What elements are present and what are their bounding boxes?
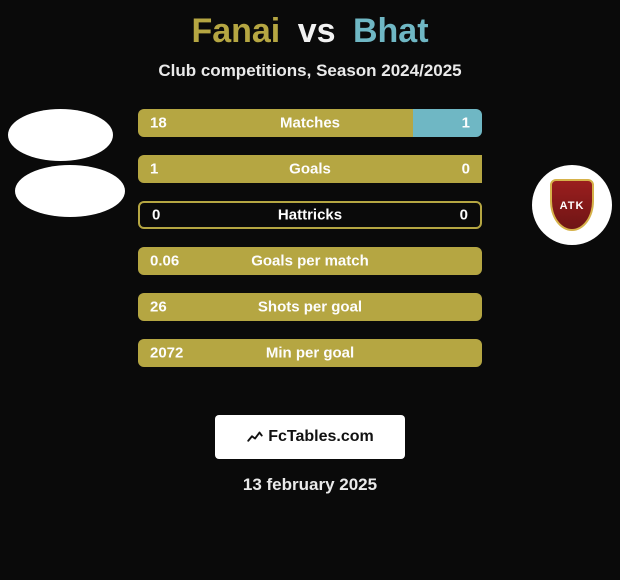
stat-label: Shots per goal: [258, 299, 362, 316]
stat-bars: 18 Matches 1 1 Goals 0 0 Hattricks 0 0.06 Goals pe…: [138, 109, 482, 385]
stat-right-value: 0: [462, 161, 470, 178]
stat-row: 0 Hattricks 0: [138, 201, 482, 229]
stat-left-value: 26: [150, 299, 167, 316]
stat-row: 1 Goals 0: [138, 155, 482, 183]
stat-label: Goals: [289, 161, 331, 178]
stat-label: Hattricks: [278, 207, 342, 224]
bar-segment-player1: [138, 109, 413, 137]
stat-label: Matches: [280, 115, 340, 132]
vs-text: vs: [298, 12, 336, 50]
player1-club-badge-2: [15, 165, 125, 217]
stat-row: 2072 Min per goal: [138, 339, 482, 367]
stat-left-value: 0: [152, 207, 160, 224]
stat-left-value: 18: [150, 115, 167, 132]
player1-club-badge-1: [8, 109, 113, 161]
stat-left-value: 2072: [150, 345, 183, 362]
stat-label: Min per goal: [266, 345, 354, 362]
stat-left-value: 1: [150, 161, 158, 178]
fctables-text: FcTables.com: [268, 428, 374, 446]
player2-club-badge: ATK: [532, 165, 612, 245]
stat-right-value: 1: [462, 115, 470, 132]
stat-left-value: 0.06: [150, 253, 179, 270]
player1-name: Fanai: [191, 12, 280, 50]
page-title: Fanai vs Bhat: [0, 0, 620, 51]
snapshot-date: 13 february 2025: [0, 475, 620, 495]
atk-crest-icon: ATK: [540, 173, 604, 237]
stat-row: 0.06 Goals per match: [138, 247, 482, 275]
comparison-panel: ATK 18 Matches 1 1 Goals 0 0 Hattricks 0 0.06 Goal…: [0, 109, 620, 409]
player2-name: Bhat: [353, 12, 429, 50]
chart-icon: [246, 428, 264, 446]
stat-row: 26 Shots per goal: [138, 293, 482, 321]
stat-row: 18 Matches 1: [138, 109, 482, 137]
bar-segment-player2: [413, 109, 482, 137]
stat-right-value: 0: [460, 207, 468, 224]
subtitle: Club competitions, Season 2024/2025: [0, 61, 620, 81]
fctables-badge: FcTables.com: [215, 415, 405, 459]
stat-label: Goals per match: [251, 253, 369, 270]
